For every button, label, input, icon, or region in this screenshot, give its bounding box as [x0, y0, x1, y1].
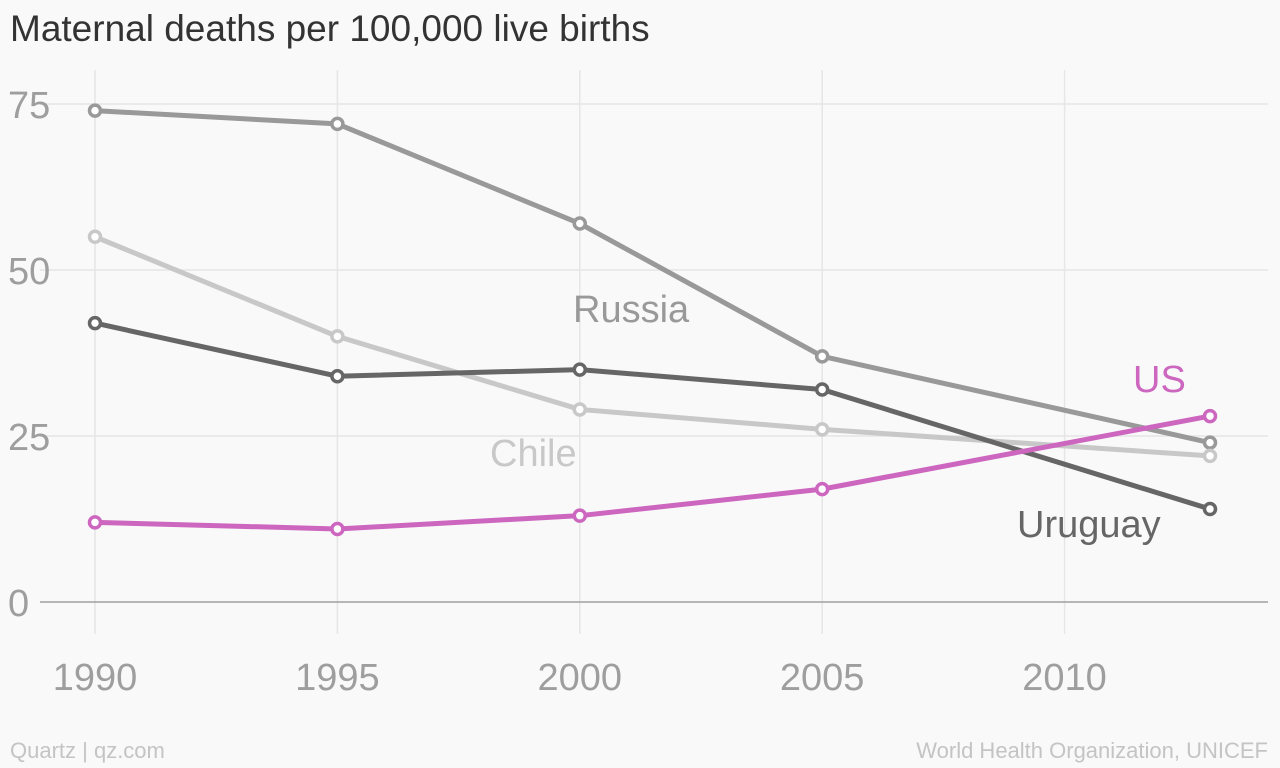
- series-labels: Russia Chile Uruguay US: [490, 289, 1186, 546]
- data-point-us: [1202, 408, 1218, 424]
- y-tick-label: 0: [8, 583, 29, 625]
- data-point-us: [814, 481, 830, 497]
- y-tick-label: 50: [8, 251, 50, 293]
- x-tick-label: 2010: [1022, 657, 1107, 699]
- data-point-uruguay: [330, 368, 345, 384]
- data-point-uruguay: [87, 315, 103, 331]
- series-lines: [87, 103, 1218, 537]
- data-point-us: [572, 508, 588, 523]
- data-point-us: [87, 515, 103, 530]
- data-point-russia: [572, 216, 588, 231]
- source-credit: Quartz | qz.com: [10, 738, 165, 763]
- x-tick-label: 2005: [780, 657, 865, 699]
- data-point-russia: [330, 116, 345, 132]
- data-point-uruguay: [814, 382, 830, 397]
- series-label-uruguay: Uruguay: [1017, 504, 1161, 546]
- data-point-chile: [814, 422, 830, 437]
- data-point-chile: [572, 402, 588, 417]
- series-label-russia: Russia: [573, 289, 690, 331]
- series-label-us: US: [1133, 359, 1186, 401]
- chart-title: Maternal deaths per 100,000 live births: [10, 8, 650, 49]
- data-point-uruguay: [572, 362, 588, 377]
- data-point-russia: [87, 103, 103, 118]
- y-tick-label: 75: [8, 85, 50, 127]
- data-point-chile: [87, 229, 103, 245]
- data-point-uruguay: [1202, 501, 1218, 517]
- y-axis-ticks: 0 25 50 75: [8, 85, 50, 625]
- data-point-russia: [814, 349, 830, 364]
- x-tick-label: 2000: [538, 657, 623, 699]
- data-point-russia: [1202, 435, 1218, 450]
- gridlines: [40, 70, 1268, 634]
- data-point-us: [330, 521, 345, 537]
- x-tick-label: 1990: [53, 657, 138, 699]
- series-line-russia: [92, 108, 1213, 446]
- series-label-chile: Chile: [490, 433, 577, 475]
- x-axis-ticks: 1990 1995 2000 2005 2010: [53, 657, 1107, 699]
- data-point-chile: [330, 329, 345, 344]
- y-tick-label: 25: [8, 417, 50, 459]
- data-source: World Health Organization, UNICEF: [916, 738, 1268, 763]
- x-tick-label: 1995: [295, 657, 380, 699]
- data-point-chile: [1202, 448, 1218, 464]
